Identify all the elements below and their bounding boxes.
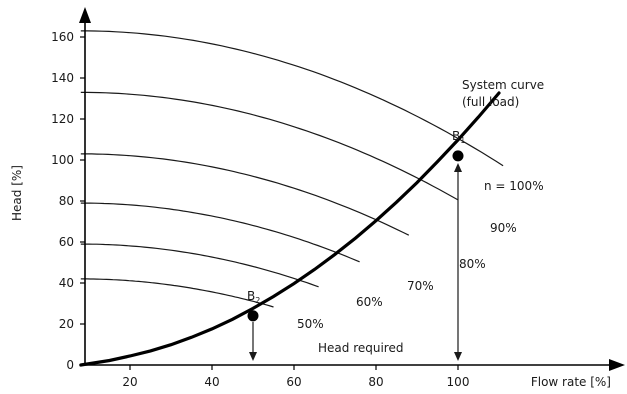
operating-point-b2 (247, 310, 259, 322)
pump-curve-label-1: n = 100% (484, 179, 544, 193)
operating-point-subscript: 2 (255, 296, 260, 305)
y-tick-label: 20 (59, 317, 74, 331)
y-tick-label: 40 (59, 276, 74, 290)
operating-point-label: B1 (452, 129, 465, 145)
operating-point-subscript: 1 (460, 136, 465, 145)
pump-curve-label-5: 60% (356, 295, 383, 309)
operating-point-b1 (452, 150, 464, 162)
y-tick-label: 120 (51, 112, 74, 126)
b1-arrowhead-up (454, 163, 462, 172)
system-curve (79, 91, 501, 367)
pump-curve-1 (80, 30, 504, 167)
x-tick-label: 20 (122, 375, 137, 389)
y-axis-arrowhead (79, 7, 91, 23)
point-layer: B1 B2 (247, 129, 465, 361)
curve-layer (79, 30, 504, 367)
operating-point-label: B2 (247, 289, 260, 305)
label-layer: Flow rate [%] Head [%] System curve (ful… (10, 78, 611, 389)
pump-curve-2 (80, 91, 459, 201)
pump-curve-label-3: 80% (459, 257, 486, 271)
b1-arrowhead-down (454, 352, 462, 361)
pump-curve-label-4: 70% (407, 279, 434, 293)
x-axis-label: Flow rate [%] (531, 375, 611, 389)
x-tick-label: 100 (447, 375, 470, 389)
x-axis-arrowhead (609, 359, 625, 371)
head-required-label: Head required (318, 341, 403, 355)
pump-curve-label-2: 90% (490, 221, 517, 235)
x-tick-label: 40 (204, 375, 219, 389)
x-tick-label: 60 (286, 375, 301, 389)
pump-curve-5 (80, 243, 319, 288)
y-tick-label: 100 (51, 153, 74, 167)
pump-curve-label-6: 50% (297, 317, 324, 331)
pump-curve-6 (80, 278, 274, 308)
y-tick-label: 140 (51, 71, 74, 85)
pump-curve-3 (80, 153, 410, 236)
y-tick-label: 0 (66, 358, 74, 372)
y-tick-label: 80 (59, 194, 74, 208)
y-tick-label: 60 (59, 235, 74, 249)
b2-arrowhead-down (249, 352, 257, 361)
system-curve-label-line1: System curve (462, 78, 544, 92)
pump-curve-4 (80, 202, 360, 263)
system-curve-label-line2: (full load) (462, 95, 519, 109)
y-tick-label: 160 (51, 30, 74, 44)
tick-layer: 20 40 60 80 100 0 20 40 60 80 100 120 140 160 (51, 30, 469, 389)
y-axis-label: Head [%] (10, 165, 24, 221)
x-tick-label: 80 (368, 375, 383, 389)
